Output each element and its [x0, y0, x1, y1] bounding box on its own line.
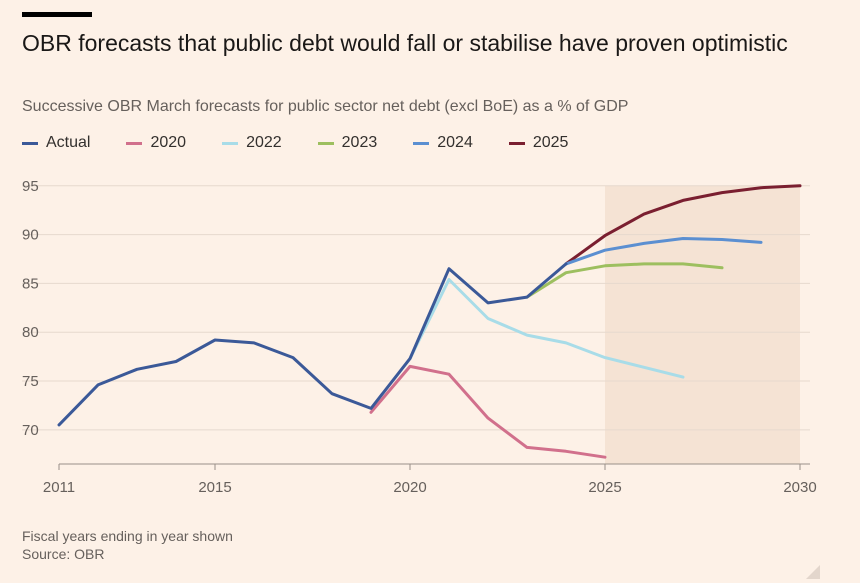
legend-item-2025: 2025	[508, 134, 569, 152]
legend-label: 2023	[341, 134, 378, 151]
legend-swatch	[22, 141, 38, 145]
series-line-2025	[564, 184, 802, 266]
chart-subtitle: Successive OBR March forecasts for publi…	[22, 98, 629, 115]
legend-swatch	[413, 141, 430, 145]
series-line-2024	[564, 237, 763, 266]
x-tick-label: 2030	[783, 479, 816, 496]
y-tick-label: 85	[22, 275, 39, 292]
x-tick-label: 2015	[198, 479, 231, 496]
footnote: Fiscal years ending in year shown Source…	[22, 527, 233, 563]
legend-label: Actual	[46, 134, 91, 151]
legend-label: 2025	[532, 134, 569, 151]
footnote-source: Source: OBR	[22, 546, 105, 562]
chart-title: OBR forecasts that public debt would fal…	[22, 30, 788, 56]
legend-item-2022: 2022	[222, 134, 282, 152]
y-tick-label: 80	[22, 324, 39, 341]
legend-item-2024: 2024	[413, 134, 473, 152]
line-chart: 70 75 80 85 90 95 2011 2015 2020 2025 2030	[22, 178, 817, 496]
legend-label: 2020	[150, 134, 187, 151]
y-tick-label: 75	[22, 373, 39, 390]
series-line-2022	[408, 278, 685, 379]
x-tick-label: 2011	[43, 479, 75, 496]
resize-corner-icon	[806, 565, 820, 579]
x-tick-label: 2025	[588, 479, 621, 496]
series-line-2023	[525, 262, 724, 299]
brand-bar	[22, 12, 92, 17]
footnote-note: Fiscal years ending in year shown	[22, 528, 233, 544]
legend-swatch	[317, 141, 334, 145]
legend: Actual 2020 2022 2023 2024 2025	[22, 134, 604, 152]
legend-swatch	[126, 141, 143, 145]
legend-swatch	[508, 141, 525, 145]
series-line-actual	[57, 262, 568, 427]
legend-item-2020: 2020	[126, 134, 186, 152]
forecast-shade	[605, 185, 800, 465]
x-tick-label: 2020	[393, 479, 426, 496]
legend-label: 2024	[437, 134, 473, 151]
legend-swatch	[222, 141, 239, 145]
legend-item-actual: Actual	[22, 134, 90, 152]
y-tick-label: 90	[22, 227, 39, 244]
series-line-2020	[369, 364, 607, 459]
legend-label: 2022	[246, 134, 282, 151]
legend-item-2023: 2023	[317, 134, 378, 152]
y-tick-label: 95	[22, 178, 39, 195]
y-tick-label: 70	[22, 422, 39, 439]
